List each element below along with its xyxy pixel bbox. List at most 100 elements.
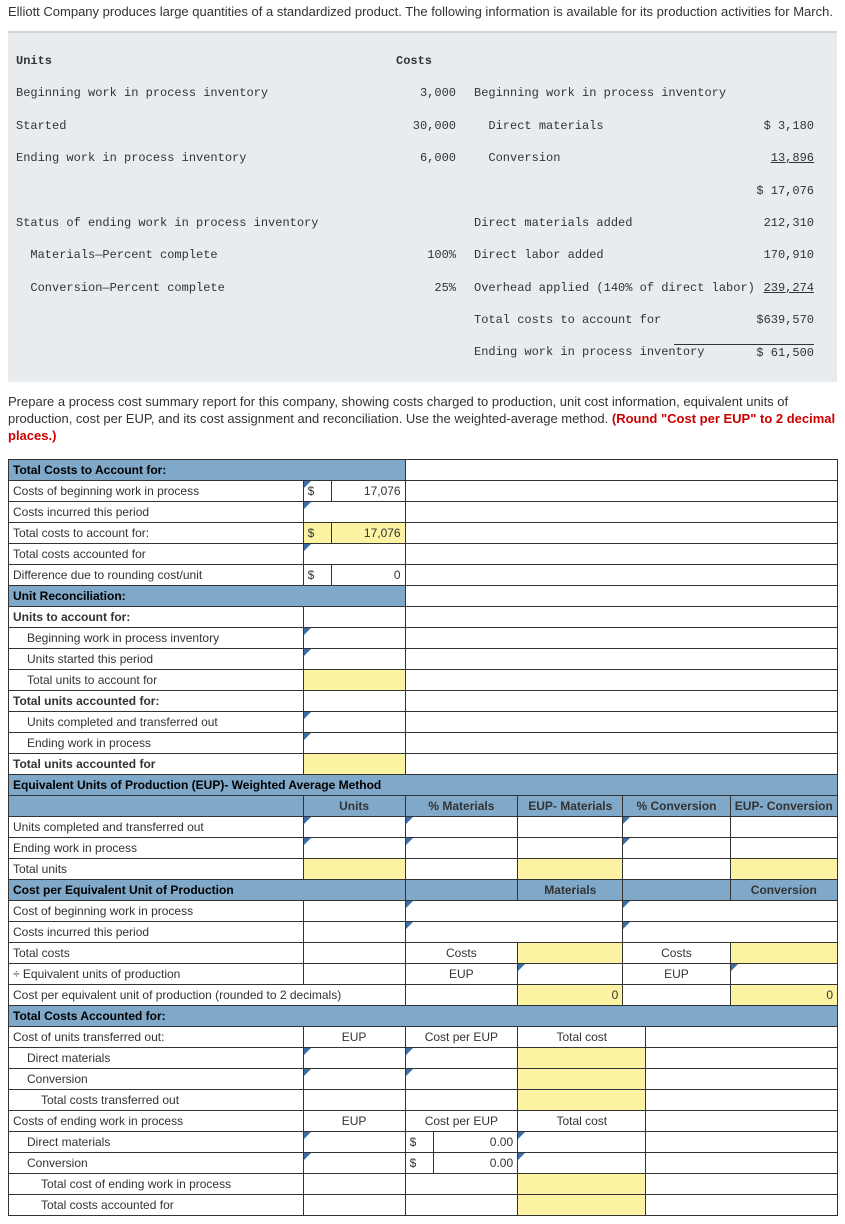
- worksheet-table: Total Costs to Account for: Costs of beg…: [8, 459, 838, 1216]
- cell-calc: $: [405, 1152, 433, 1173]
- hdr-eup-materials: EUP- Materials: [518, 795, 623, 816]
- hdr-pct-materials: % Materials: [405, 795, 518, 816]
- row-eup-total: Total units: [9, 858, 304, 879]
- subhdr-eup: EUP: [303, 1110, 405, 1131]
- totcost-val: $639,570: [674, 312, 814, 328]
- cell-calc: [730, 858, 837, 879]
- costs-hdr: Costs: [396, 53, 676, 69]
- row-total-costs-for: Total costs to account for:: [9, 522, 304, 543]
- cell-input[interactable]: [303, 1068, 405, 1089]
- cell-input[interactable]: [303, 627, 405, 648]
- subhdr-eup: EUP: [623, 963, 730, 984]
- row-ctu-conv: Conversion: [9, 1068, 304, 1089]
- bwip-label: Beginning work in process inventory: [16, 86, 268, 100]
- cell-input[interactable]: [730, 963, 837, 984]
- cell-calc: 0.00: [433, 1152, 517, 1173]
- subhdr-eup: EUP: [405, 963, 518, 984]
- cell-input[interactable]: [303, 732, 405, 753]
- row-div-eup: ÷ Equivalent units of production: [9, 963, 304, 984]
- cell-calc: [518, 1194, 646, 1215]
- units-hdr: Units: [16, 53, 396, 69]
- cell-input[interactable]: [405, 921, 623, 942]
- row-ctu: Cost of units transferred out:: [9, 1026, 304, 1047]
- cell-input[interactable]: [303, 837, 405, 858]
- cell-input[interactable]: [623, 900, 838, 921]
- cell-input[interactable]: [518, 1131, 646, 1152]
- cell-calc: [518, 858, 623, 879]
- subhdr-costs: Costs: [623, 942, 730, 963]
- started-val: 30,000: [396, 118, 456, 134]
- cell-input[interactable]: [405, 1047, 518, 1068]
- cell-input[interactable]: [303, 1131, 405, 1152]
- row-cewip-conv: Conversion: [9, 1152, 304, 1173]
- cell-input[interactable]: $: [303, 480, 331, 501]
- instructions: Prepare a process cost summary report fo…: [8, 394, 837, 445]
- section-eup: Equivalent Units of Production (EUP)- We…: [9, 774, 838, 795]
- row-cpe-rounded: Cost per equivalent unit of production (…: [9, 984, 406, 1005]
- cell-calc: [303, 858, 405, 879]
- cell-calc: [518, 942, 623, 963]
- cell-input[interactable]: [623, 816, 730, 837]
- bwip-costs: Beginning work in process inventory: [474, 85, 726, 101]
- section-total-costs: Total Costs to Account for:: [9, 459, 406, 480]
- subhdr-total-cost: Total cost: [518, 1110, 646, 1131]
- row-units-account: Units to account for:: [9, 606, 304, 627]
- hdr-materials: Materials: [518, 879, 623, 900]
- cell-input[interactable]: [303, 816, 405, 837]
- row-units-started: Units started this period: [9, 648, 304, 669]
- row-ctu-total: Total costs transferred out: [9, 1089, 304, 1110]
- cell-input[interactable]: 17,076: [331, 480, 405, 501]
- cell-input[interactable]: [303, 501, 405, 522]
- row-total-units-acc: Total units to account for: [9, 669, 304, 690]
- cell-calc: [730, 942, 837, 963]
- section-tca: Total Costs Accounted for:: [9, 1005, 838, 1026]
- row-cpe-incurred: Costs incurred this period: [9, 921, 304, 942]
- ewip-val: 6,000: [396, 150, 456, 166]
- intro-text: Elliott Company produces large quantitie…: [8, 4, 837, 21]
- row-ewip: Ending work in process: [9, 732, 304, 753]
- cell-input[interactable]: [405, 1068, 518, 1089]
- cell-input[interactable]: [405, 816, 518, 837]
- cell-input[interactable]: [518, 963, 623, 984]
- row-units-completed: Units completed and transferred out: [9, 711, 304, 732]
- row-total-units-acc2: Total units accounted for: [9, 753, 304, 774]
- cell-input[interactable]: [405, 837, 518, 858]
- cell-input[interactable]: [518, 1152, 646, 1173]
- cell-input[interactable]: [303, 543, 405, 564]
- info-block: UnitsCosts Beginning work in process inv…: [8, 31, 837, 382]
- cell-input[interactable]: [303, 648, 405, 669]
- row-eup-completed: Units completed and transferred out: [9, 816, 304, 837]
- subhdr-total-cost: Total cost: [518, 1026, 646, 1047]
- dla-label: Direct labor added: [474, 248, 604, 262]
- cell-input[interactable]: [303, 1152, 405, 1173]
- ewip-label: Ending work in process inventory: [16, 151, 246, 165]
- cell-calc: 0: [730, 984, 837, 1005]
- cell-calc: 0: [331, 564, 405, 585]
- cell-calc: [518, 1089, 646, 1110]
- cell-calc: [303, 669, 405, 690]
- row-cewip-total: Total cost of ending work in process: [9, 1173, 304, 1194]
- hdr-conversion: Conversion: [730, 879, 837, 900]
- cell-calc: [518, 1047, 646, 1068]
- cell-input[interactable]: [303, 711, 405, 732]
- row-cb-wip: Costs of beginning work in process: [9, 480, 304, 501]
- row-total-units-for: Total units accounted for:: [9, 690, 304, 711]
- cell-calc: 0: [518, 984, 623, 1005]
- bwip-val: 3,000: [396, 85, 456, 101]
- cell-calc: $: [405, 1131, 433, 1152]
- cell-input[interactable]: [623, 921, 838, 942]
- started-label: Started: [16, 119, 66, 133]
- cell-input[interactable]: [303, 1047, 405, 1068]
- dm-val: $ 3,180: [674, 118, 814, 134]
- row-eup-ewip: Ending work in process: [9, 837, 304, 858]
- row-cewip: Costs of ending work in process: [9, 1110, 304, 1131]
- status-label: Status of ending work in process invento…: [16, 216, 318, 230]
- row-diff-rounding: Difference due to rounding cost/unit: [9, 564, 304, 585]
- row-cpe-bwip: Cost of beginning work in process: [9, 900, 304, 921]
- cell-input[interactable]: [623, 837, 730, 858]
- dma-label: Direct materials added: [474, 216, 632, 230]
- cell-input[interactable]: [405, 900, 623, 921]
- subhdr-cpe: Cost per EUP: [405, 1110, 518, 1131]
- row-total-acc-for: Total costs accounted for: [9, 1194, 304, 1215]
- conv-pct-label: Conversion—Percent complete: [30, 281, 224, 295]
